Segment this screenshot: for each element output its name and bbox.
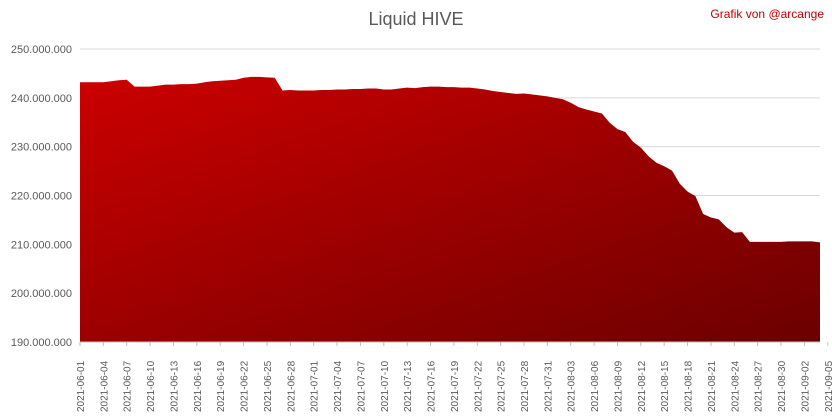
x-tick-label: 2021-08-27 (754, 360, 765, 412)
x-tick-label: 2021-07-10 (380, 360, 391, 412)
x-tick-label: 2021-09-05 (824, 360, 832, 412)
y-tick-label: 200.000.000 (11, 288, 72, 300)
y-tick-label: 230.000.000 (11, 142, 72, 154)
x-tick-label: 2021-06-10 (146, 360, 157, 412)
x-tick-label: 2021-08-09 (613, 360, 624, 412)
x-tick-label: 2021-07-19 (450, 360, 461, 412)
x-tick-label: 2021-07-04 (333, 360, 344, 412)
y-tick-label: 220.000.000 (11, 191, 72, 203)
x-tick-label: 2021-08-24 (730, 360, 741, 412)
y-tick-label: 250.000.000 (11, 44, 72, 56)
x-tick-label: 2021-07-07 (356, 360, 367, 412)
x-tick-label: 2021-08-03 (567, 360, 578, 412)
x-tick-label: 2021-07-16 (427, 360, 438, 412)
x-tick-label: 2021-08-30 (777, 360, 788, 412)
chart-title: Liquid HIVE (368, 9, 464, 29)
series-area (80, 76, 820, 342)
y-tick-label: 210.000.000 (11, 239, 72, 251)
x-tick-label: 2021-06-16 (193, 360, 204, 412)
y-tick-label: 190.000.000 (11, 337, 72, 349)
x-tick-label: 2021-07-01 (310, 360, 321, 412)
x-tick-label: 2021-07-31 (543, 360, 554, 412)
x-tick-label: 2021-06-04 (99, 360, 110, 412)
x-tick-label: 2021-08-06 (590, 360, 601, 412)
x-tick-label: 2021-08-12 (637, 360, 648, 412)
y-tick-label: 240.000.000 (11, 93, 72, 105)
x-tick-label: 2021-06-13 (169, 360, 180, 412)
x-tick-label: 2021-06-19 (216, 360, 227, 412)
x-tick-label: 2021-07-28 (520, 360, 531, 412)
credit-label: Grafik von @arcange (710, 7, 824, 21)
x-tick-label: 2021-07-13 (403, 360, 414, 412)
x-tick-label: 2021-06-01 (76, 360, 87, 412)
x-tick-label: 2021-06-25 (263, 360, 274, 412)
x-tick-label: 2021-08-18 (684, 360, 695, 412)
x-tick-label: 2021-09-02 (800, 360, 811, 412)
x-tick-label: 2021-06-07 (123, 360, 134, 412)
x-tick-label: 2021-06-22 (240, 360, 251, 412)
x-tick-label: 2021-06-28 (286, 360, 297, 412)
x-tick-label: 2021-08-21 (707, 360, 718, 412)
x-tick-label: 2021-08-15 (660, 360, 671, 412)
x-tick-label: 2021-07-22 (473, 360, 484, 412)
x-tick-label: 2021-07-25 (497, 360, 508, 412)
